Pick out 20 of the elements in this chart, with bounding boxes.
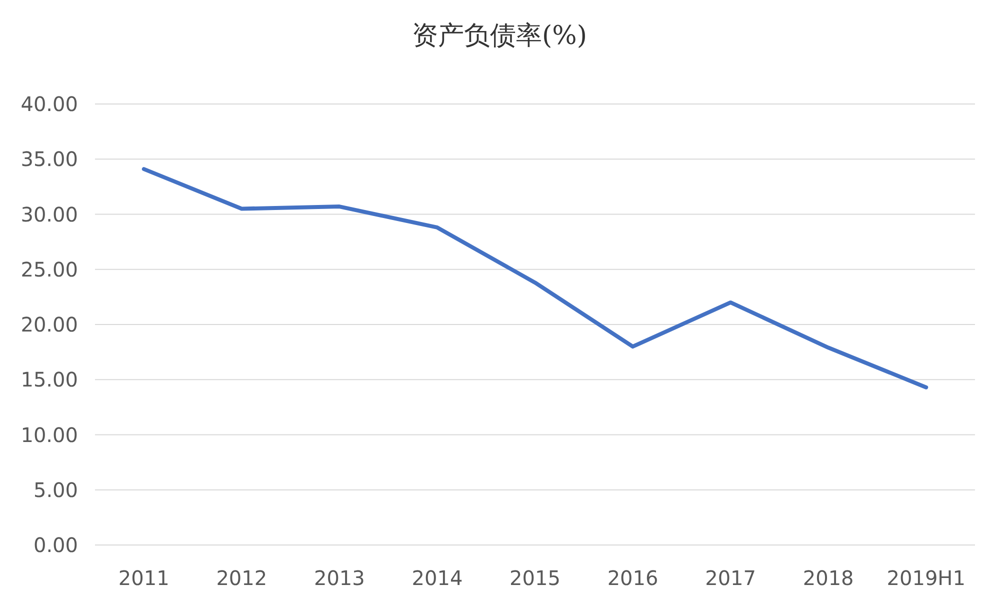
line-series: [142, 167, 928, 390]
x-tick-label: 2013: [314, 566, 365, 590]
x-tick-label: 2014: [412, 566, 463, 590]
x-tick-label: 2011: [118, 566, 170, 590]
x-tick-label: 2016: [607, 566, 658, 590]
y-tick-label: 25.00: [20, 257, 78, 282]
x-tick-label: 2018: [802, 566, 854, 590]
y-tick-label: 5.00: [33, 478, 78, 502]
x-tick-label: 2019H1: [886, 566, 966, 590]
x-tick-label: 2012: [216, 566, 268, 590]
y-tick-label: 20.00: [20, 312, 78, 336]
y-tick-label: 10.00: [20, 422, 78, 447]
y-tick-label: 35.00: [20, 147, 78, 172]
y-tick-label: 15.00: [20, 368, 78, 392]
chart-title: 资产负债率(%): [412, 21, 587, 51]
y-tick-label: 0.00: [33, 533, 78, 557]
y-tick-label: 40.00: [20, 92, 78, 116]
x-tick-label: 2017: [705, 566, 756, 590]
x-tick-label: 2015: [510, 566, 560, 590]
y-tick-label: 30.00: [20, 202, 78, 226]
